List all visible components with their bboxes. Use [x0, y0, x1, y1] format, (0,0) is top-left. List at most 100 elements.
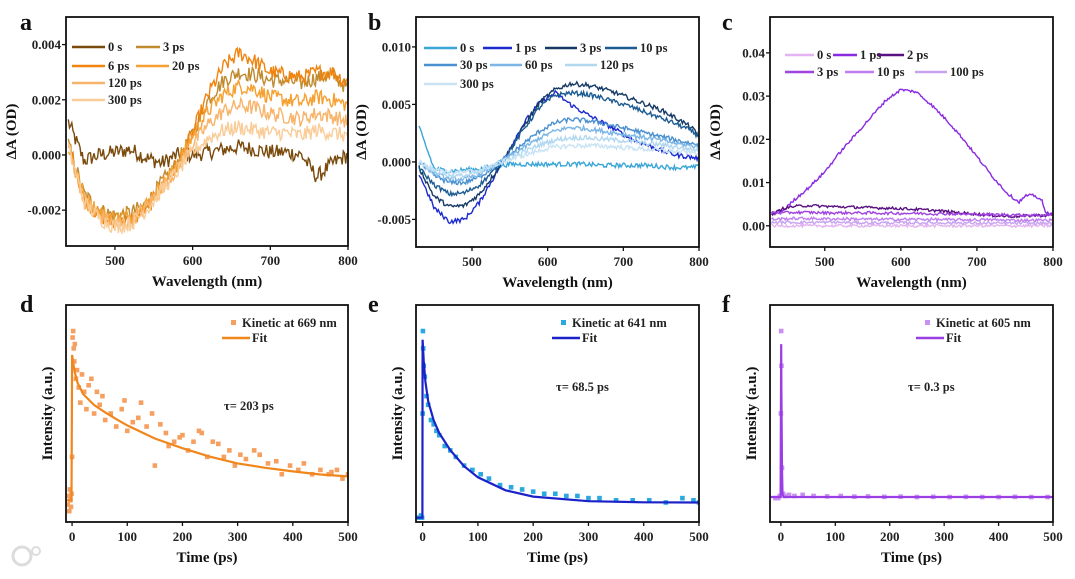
data-point — [130, 419, 136, 425]
legend-label: 1 ps — [860, 48, 881, 62]
x-tick-label: 100 — [468, 529, 488, 544]
x-tick-label: 300 — [934, 529, 954, 544]
series-line-0s — [771, 223, 1053, 229]
data-point — [530, 489, 536, 494]
series-line-120ps — [418, 133, 699, 180]
legend-marker — [561, 320, 566, 325]
series-line-1ps — [771, 88, 1053, 215]
data-point — [428, 417, 434, 423]
legend-label: 3 ps — [163, 40, 184, 54]
plot-area — [770, 328, 1053, 501]
data-point — [180, 432, 185, 438]
x-tick-label: 100 — [826, 529, 846, 544]
x-tick-label: 400 — [634, 529, 654, 544]
data-point — [216, 441, 221, 447]
data-point — [89, 376, 94, 382]
axes-frame — [769, 16, 1054, 248]
data-point — [564, 493, 569, 499]
y-tick-label: 0.04 — [742, 45, 765, 60]
series-line-3ps — [67, 65, 348, 224]
data-point — [91, 411, 97, 416]
plot-area — [416, 328, 699, 520]
data-point — [340, 476, 345, 481]
data-point — [124, 428, 130, 434]
panel-a: 0 s 3 ps 6 ps 20 ps 120 ps 300 ps 500 600 700 800… — [4, 10, 358, 290]
y-tick-label: -0.005 — [377, 212, 411, 227]
data-point — [221, 454, 227, 460]
data-point — [199, 430, 205, 436]
legend-label: 6 ps — [108, 59, 129, 73]
legend-label: 0 s — [817, 48, 831, 62]
data-point — [575, 493, 580, 499]
data-point — [177, 435, 182, 440]
data-point — [196, 428, 202, 434]
y-tick-label: 0.000 — [32, 147, 61, 162]
x-tick-label: 400 — [989, 529, 1009, 544]
data-point — [70, 335, 75, 340]
x-axis-label: Wavelength (nm) — [502, 275, 612, 291]
panel-letter: a — [20, 10, 32, 36]
x-tick-label: 0 — [419, 529, 426, 544]
legend-label: 2 ps — [907, 48, 928, 62]
y-axis-label: ΔA (OD) — [354, 104, 370, 160]
plot-area — [66, 328, 348, 514]
data-point — [66, 493, 72, 499]
data-point — [238, 452, 243, 458]
data-point — [70, 328, 76, 334]
axes-frame — [415, 16, 700, 248]
y-tick-label: 0.000 — [382, 154, 411, 169]
data-point — [71, 346, 77, 351]
x-tick-label: 400 — [283, 529, 303, 544]
legend-label: Fit — [582, 331, 598, 345]
data-point — [232, 463, 238, 468]
data-point — [149, 411, 155, 416]
data-point — [486, 476, 492, 481]
legend-label: 3 ps — [580, 41, 601, 55]
x-tick-label: 500 — [338, 529, 358, 544]
data-point — [296, 467, 301, 473]
axes-frame — [65, 304, 349, 523]
series-line-1ps — [418, 89, 699, 225]
x-tick-label: 200 — [523, 529, 543, 544]
data-point — [597, 495, 602, 501]
x-tick-label: 500 — [1043, 529, 1063, 544]
data-point — [171, 439, 177, 445]
data-point — [329, 469, 334, 475]
fit-line — [770, 344, 1053, 499]
legend-label: 10 ps — [640, 41, 668, 55]
data-point — [113, 424, 119, 429]
data-point — [301, 461, 307, 466]
watermark — [11, 545, 41, 567]
data-point — [691, 498, 696, 503]
data-point — [152, 463, 158, 468]
data-point — [434, 428, 439, 434]
series-line-10ps — [418, 89, 699, 198]
x-axis-label: Time (ps) — [881, 550, 942, 566]
legend-label: Kinetic at 669 nm — [242, 316, 337, 330]
data-point — [122, 398, 127, 403]
data-point — [773, 495, 778, 501]
legend-label: 1 ps — [515, 41, 536, 55]
data-point — [265, 461, 271, 466]
data-point — [345, 471, 348, 477]
x-tick-label: 600 — [538, 254, 558, 269]
data-point — [135, 415, 141, 421]
data-point — [72, 341, 78, 347]
x-tick-label: 800 — [689, 254, 709, 269]
legend-label: 300 ps — [108, 93, 142, 107]
series-line-2ps — [771, 203, 1053, 219]
data-point — [78, 400, 83, 405]
x-tick-label: 200 — [880, 529, 900, 544]
series-line-100ps — [770, 219, 1053, 227]
data-point — [163, 430, 169, 436]
plot-area — [418, 80, 699, 225]
panel-letter: b — [368, 10, 381, 36]
axes-frame — [769, 304, 1054, 523]
panel-letter: c — [722, 10, 733, 36]
data-point — [508, 484, 514, 490]
data-point — [279, 471, 285, 477]
legend-marker — [925, 320, 930, 325]
panel-letter: d — [20, 292, 34, 318]
x-tick-label: 100 — [118, 529, 138, 544]
legend-label: Kinetic at 605 nm — [936, 316, 1031, 330]
